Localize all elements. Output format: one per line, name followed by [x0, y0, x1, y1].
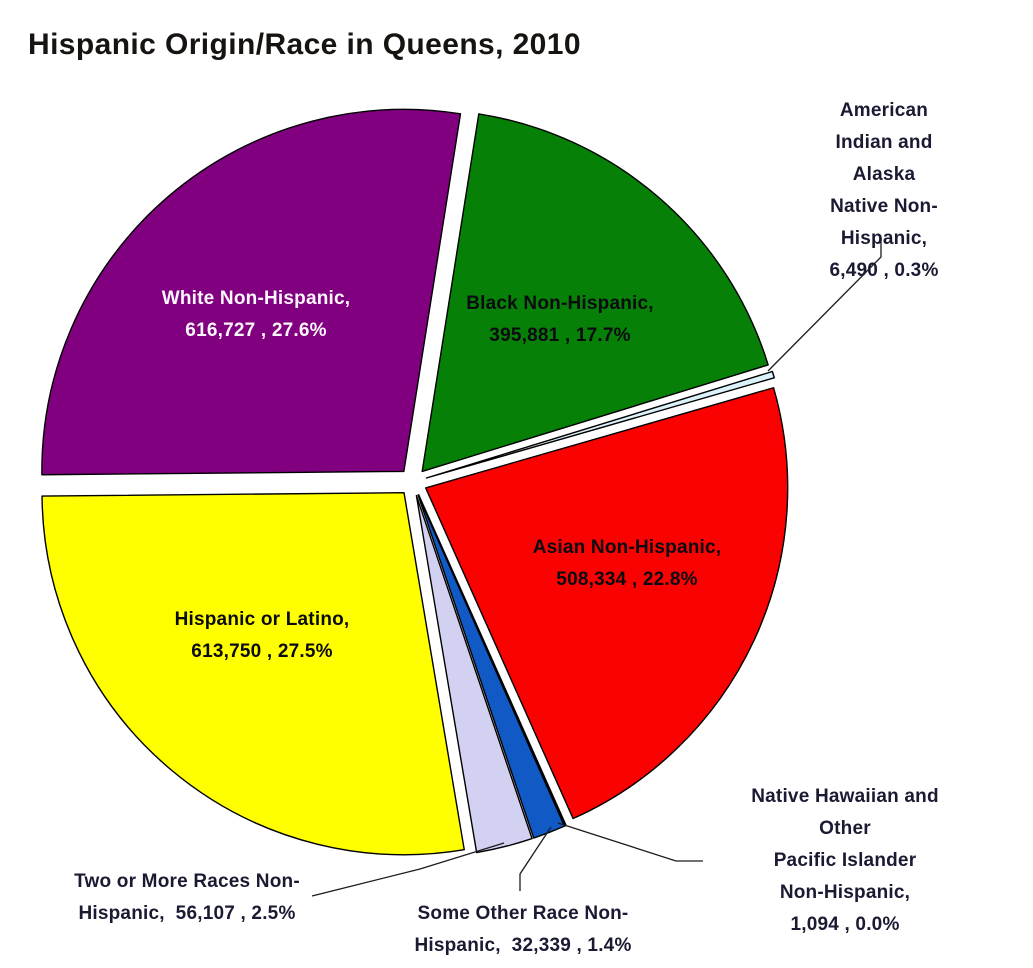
leader-line-some-other [519, 826, 552, 891]
leader-line-two-or-more [311, 842, 505, 897]
pie-slice-am-indian [425, 370, 775, 479]
chart-title: Hispanic Origin/Race in Queens, 2010 [28, 28, 581, 61]
pie-slice-some-other [417, 494, 566, 839]
leader-lines-group [311, 239, 882, 897]
leader-line-nat-hawaiian [557, 822, 703, 862]
pie-label-asian: Asian Non-Hispanic, 508,334 , 22.8% [532, 537, 722, 590]
pie-slice-asian [424, 387, 789, 820]
pie-slices-group [41, 108, 789, 856]
pie-slice-black [421, 113, 769, 473]
pie-slice-two-or-more [415, 494, 533, 854]
pie-label-am-indian: American Indian and Alaska Native Non-Hi… [829, 100, 939, 281]
pie-label-some-other: Some Other Race Non- Hispanic, 32,339 , … [414, 903, 632, 956]
pie-label-white: White Non-Hispanic, 616,727 , 27.6% [161, 288, 351, 341]
pie-slice-hispanic [41, 492, 465, 856]
pie-slice-white [41, 108, 462, 476]
leader-line-am-indian [767, 239, 882, 372]
pie-label-hispanic: Hispanic or Latino, 613,750 , 27.5% [174, 609, 350, 662]
pie-label-black: Black Non-Hispanic, 395,881 , 17.7% [466, 293, 654, 346]
pie-label-two-or-more: Two or More Races Non- Hispanic, 56,107 … [74, 871, 300, 924]
pie-label-nat-hawaiian: Native Hawaiian and Other Pacific Island… [751, 786, 939, 935]
